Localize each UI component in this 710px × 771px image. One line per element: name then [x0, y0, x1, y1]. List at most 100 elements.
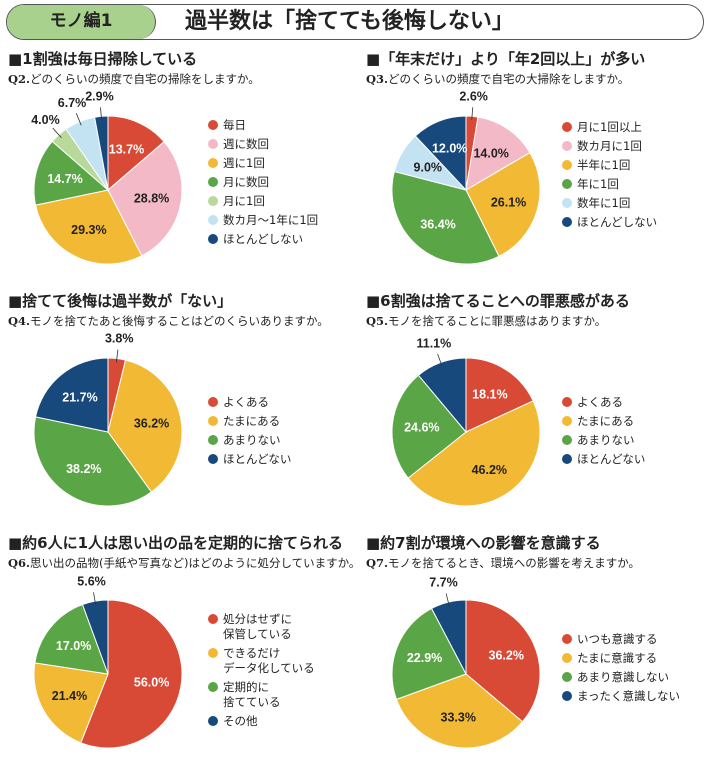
- legend-swatch: [208, 234, 218, 244]
- legend-swatch: [562, 397, 572, 407]
- question: Q4.モノを捨てたあと後悔することはどのくらいありますか。: [8, 314, 329, 328]
- data-label: 14.0%: [473, 146, 508, 160]
- legend-label: 月に1回: [223, 194, 265, 208]
- pie-slice: [107, 115, 165, 192]
- leader-line: [471, 107, 474, 121]
- legend-swatch: [208, 196, 218, 206]
- legend-swatch: [562, 122, 572, 132]
- data-label: 12.0%: [432, 142, 467, 156]
- legend-label: よくある: [223, 395, 269, 409]
- legend-label: まったく意識しない: [577, 689, 681, 703]
- data-label: 2.6%: [459, 89, 488, 103]
- legend-label: あまりない: [577, 433, 635, 447]
- leader-line: [93, 592, 97, 606]
- legend-item: よくある: [208, 395, 291, 410]
- legend-label: 月に数回: [223, 175, 269, 189]
- pie-chart: 2.6% 14.0% 26.1% 36.4% 9.0% 12.0%: [391, 89, 541, 265]
- legend-label: いつも意識する: [577, 632, 658, 646]
- data-label: 21.7%: [62, 391, 97, 405]
- legend-label: 週に1回: [223, 156, 265, 170]
- pie-slice: [34, 189, 143, 265]
- legend-swatch: [208, 435, 218, 445]
- legend-item: まったく意識しない: [562, 689, 680, 704]
- legend-item: 定期的に 捨てている: [208, 680, 315, 710]
- legend-label: あまりない: [223, 433, 281, 447]
- legend-label: 年に1回: [577, 177, 619, 191]
- data-label: 38.2%: [66, 462, 101, 476]
- legend-swatch: [208, 648, 218, 658]
- legend-swatch: [208, 716, 218, 726]
- legend-label: 月に1回以上: [577, 120, 642, 134]
- legend-label: 半年に1回: [577, 158, 631, 172]
- legend-item: あまりない: [208, 433, 291, 448]
- legend-item: 年に1回: [562, 177, 657, 192]
- legend-label: よくある: [577, 395, 623, 409]
- legend-item: 月に1回: [208, 194, 318, 209]
- pie-slice: [395, 673, 524, 749]
- legend-item: できるだけ データ化している: [208, 646, 315, 676]
- pie-slice: [34, 357, 109, 433]
- pie-slice: [33, 662, 109, 744]
- leader-line: [100, 107, 103, 121]
- question: Q7.モノを捨てるとき、環境への影響を考えますか。: [366, 556, 640, 570]
- question: Q5.モノを捨てることに罪悪感はありますか。: [366, 314, 607, 328]
- legend-item: その他: [208, 714, 315, 729]
- legend-swatch: [208, 158, 218, 168]
- legend-item: あまり意識しない: [562, 670, 680, 685]
- legend: 処分はせずに 保管している できるだけ データ化している 定期的に 捨てている その他: [208, 612, 315, 733]
- pie-panel-1: ■1割強は毎日掃除している Q2.どのくらいの頻度で自宅の掃除をしますか。 13.…: [8, 48, 358, 288]
- data-label: 24.6%: [404, 421, 439, 435]
- legend-swatch: [208, 682, 218, 692]
- pie-panel-2: ■「年末だけ」より「年2回以上」が多い Q3.どのくらいの頻度で自宅の大掃除をし…: [366, 48, 710, 288]
- data-label: 11.1%: [416, 337, 451, 351]
- legend-swatch: [208, 454, 218, 464]
- data-label: 26.1%: [491, 196, 526, 210]
- legend-swatch: [562, 454, 572, 464]
- pie-chart: 3.8% 36.2% 38.2% 21.7%: [33, 332, 183, 507]
- legend-swatch: [208, 416, 218, 426]
- chart-title: ■約6人に1人は思い出の品を定期的に捨てられる: [8, 534, 344, 552]
- data-label: 46.2%: [472, 463, 507, 477]
- legend-item: たまに意識する: [562, 651, 680, 666]
- data-label: 56.0%: [134, 675, 169, 689]
- chart-title: ■「年末だけ」より「年2回以上」が多い: [366, 50, 646, 68]
- legend-swatch: [562, 160, 572, 170]
- legend-label: ほとんどない: [223, 452, 292, 466]
- pie-chart: 56.0% 21.4% 17.0% 5.6%: [33, 574, 183, 749]
- data-label: 4.0%: [31, 113, 60, 127]
- pie-chart: 18.1% 46.2% 24.6% 11.1%: [391, 337, 541, 507]
- page-title: 過半数は「捨てても後悔しない」: [185, 9, 514, 34]
- section-tag: モノ編1: [7, 5, 156, 39]
- pie-slice: [391, 607, 467, 701]
- legend-item: 数カ月に1回: [562, 139, 657, 154]
- header-banner: モノ編1 過半数は「捨てても後悔しない」: [6, 4, 704, 40]
- pie-slice: [34, 603, 109, 675]
- legend-label: たまにある: [223, 414, 281, 428]
- data-label: 9.0%: [414, 160, 443, 174]
- question: Q6.思い出の品物(手紙や写真など)はどのように処分していますか。: [8, 556, 361, 570]
- leader-line: [445, 593, 450, 607]
- data-label: 29.3%: [71, 223, 106, 237]
- legend-label: その他: [223, 714, 258, 728]
- legend-item: たまにある: [562, 414, 645, 429]
- legend-swatch: [562, 634, 572, 644]
- legend: よくあるたまにあるあまりないほとんどない: [208, 395, 291, 471]
- legend-label: あまり意識しない: [577, 670, 669, 684]
- data-label: 3.8%: [105, 332, 134, 346]
- legend-swatch: [562, 653, 572, 663]
- leader-line: [75, 113, 82, 126]
- legend-label: ほとんどしない: [223, 232, 304, 246]
- question: Q2.どのくらいの頻度で自宅の掃除をしますか。: [8, 72, 260, 86]
- data-label: 14.7%: [47, 172, 82, 186]
- legend-item: 週に数回: [208, 137, 318, 152]
- data-label: 33.3%: [441, 711, 476, 725]
- legend-label: 週に数回: [223, 137, 269, 151]
- legend-swatch: [562, 672, 572, 682]
- pie-slice: [465, 599, 541, 723]
- data-label: 7.7%: [429, 576, 458, 590]
- legend-item: たまにある: [208, 414, 291, 429]
- legend-swatch: [208, 177, 218, 187]
- legend-swatch: [208, 120, 218, 130]
- legend-item: 数年に1回: [562, 196, 657, 211]
